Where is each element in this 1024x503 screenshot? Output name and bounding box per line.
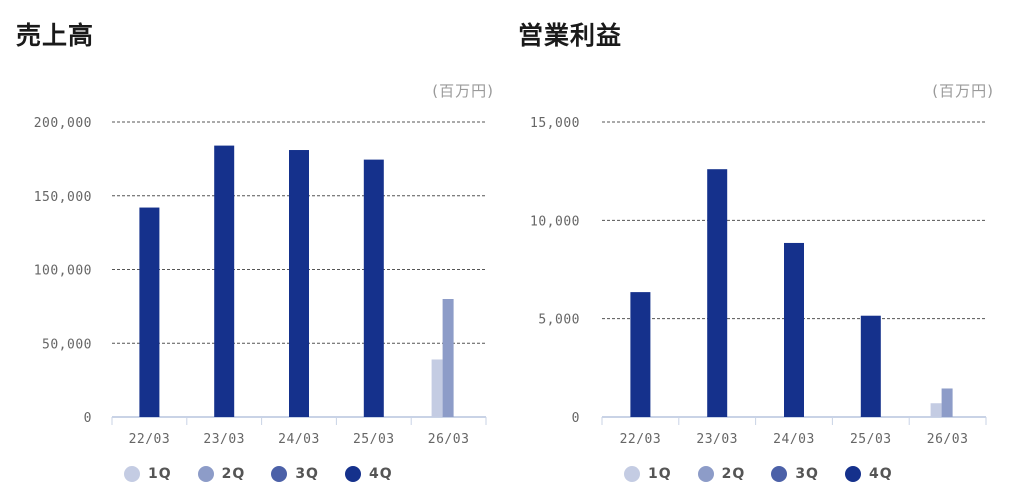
- y-tick-label: 0: [572, 411, 580, 426]
- legend-item-4q: 4Q: [844, 466, 893, 482]
- legend-label-2q: 2Q: [721, 466, 746, 482]
- legend-swatch-1q: [624, 466, 640, 482]
- sales-chart-title: 売上高: [16, 21, 95, 50]
- x-tick-label: 22/03: [129, 432, 171, 447]
- bar-1q-26-03: [930, 403, 942, 417]
- x-tick-label: 23/03: [696, 432, 738, 447]
- bar-1q-26-03: [431, 359, 443, 417]
- legend-swatch-1q: [124, 466, 140, 482]
- legend-item-4q: 4Q: [344, 466, 393, 482]
- operating-profit-bar-chart: 0 5,000 10,000 15,000 22/03 23/03 24/03 25/03 26…: [530, 116, 987, 447]
- x-tick-label: 26/03: [927, 432, 969, 447]
- x-tick-label: 22/03: [620, 432, 662, 447]
- legend-swatch-2q: [197, 466, 214, 482]
- legend-label-3q: 3Q: [795, 466, 819, 482]
- bar-2q-26-03: [941, 388, 953, 417]
- legend-item-1q: 1Q: [124, 466, 172, 482]
- y-tick-label: 100,000: [34, 264, 92, 279]
- bar-4q-25-03: [860, 315, 881, 417]
- x-tick-label: 24/03: [773, 432, 815, 447]
- legend-label-2q: 2Q: [221, 466, 246, 482]
- bar-4q-22-03: [139, 207, 160, 417]
- sales-legend: 1Q 2Q 3Q 4Q: [124, 466, 419, 482]
- x-tick-label: 23/03: [203, 432, 245, 447]
- legend-label-4q: 4Q: [868, 466, 893, 482]
- legend-swatch-4q: [844, 466, 861, 482]
- legend-item-1q: 1Q: [624, 466, 672, 482]
- legend-swatch-3q: [271, 466, 288, 482]
- legend-swatch-3q: [771, 466, 788, 482]
- legend-item-3q: 3Q: [271, 466, 319, 482]
- sales-unit-label: (百万円): [432, 82, 494, 100]
- bar-4q-23-03: [707, 169, 728, 417]
- operating-profit-chart-panel: 営業利益 (百万円) 0 5,000 10,000 15,000 22/03 23/03 2…: [512, 0, 1024, 503]
- legend-item-2q: 2Q: [697, 466, 746, 482]
- legend-item-3q: 3Q: [771, 466, 819, 482]
- y-tick-label: 5,000: [538, 313, 580, 328]
- y-tick-label: 10,000: [530, 214, 580, 229]
- bar-4q-24-03: [784, 242, 804, 417]
- sales-bar-chart: 0 50,000 100,000 150,000 200,000 22/03 23/03 24…: [34, 116, 487, 447]
- y-tick-label: 200,000: [34, 116, 92, 131]
- operating-profit-chart-title: 営業利益: [518, 21, 623, 50]
- y-tick-label: 0: [84, 411, 92, 426]
- legend-label-1q: 1Q: [148, 466, 172, 482]
- x-tick-label: 26/03: [428, 432, 470, 447]
- x-tick-label: 24/03: [278, 432, 320, 447]
- legend-label-1q: 1Q: [648, 466, 672, 482]
- bar-4q-23-03: [214, 145, 235, 417]
- bar-4q-24-03: [289, 150, 309, 417]
- sales-chart-panel: 売上高 (百万円) 0 50,000 100,000 150,000 200,000 22…: [16, 21, 494, 482]
- legend-swatch-4q: [344, 466, 361, 482]
- legend-swatch-2q: [697, 466, 714, 482]
- bar-4q-22-03: [630, 292, 651, 417]
- operating-profit-legend: 1Q 2Q 3Q 4Q: [624, 466, 919, 482]
- bar-2q-26-03: [442, 299, 454, 417]
- bar-4q-25-03: [363, 159, 384, 418]
- y-tick-label: 15,000: [530, 116, 580, 131]
- legend-label-3q: 3Q: [295, 466, 319, 482]
- x-tick-label: 25/03: [353, 432, 395, 447]
- legend-label-4q: 4Q: [368, 466, 393, 482]
- operating-profit-unit-label: (百万円): [932, 82, 994, 100]
- y-tick-label: 150,000: [34, 190, 92, 205]
- legend-item-2q: 2Q: [197, 466, 246, 482]
- x-tick-label: 25/03: [850, 432, 892, 447]
- y-tick-label: 50,000: [42, 337, 92, 352]
